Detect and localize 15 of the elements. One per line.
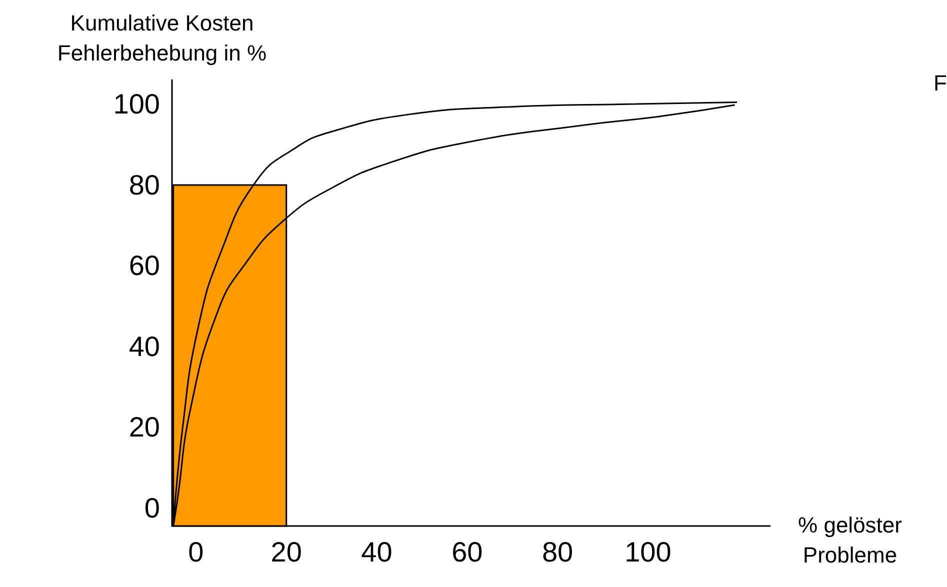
x-tick-label: 20 xyxy=(270,536,302,568)
y-tick-label: 40 xyxy=(128,330,160,362)
y-tick-label: 60 xyxy=(128,250,160,282)
x-tick-label: 40 xyxy=(361,536,392,568)
y-tick-label: 0 xyxy=(144,492,160,524)
x-tick-label: 80 xyxy=(542,536,574,568)
x-axis-title: % gelöster Probleme xyxy=(798,512,902,568)
y-tick-label: 20 xyxy=(128,412,160,443)
text: F xyxy=(934,70,947,96)
x-tick-label: 60 xyxy=(452,536,483,568)
y-tick-label: 80 xyxy=(128,169,160,200)
y-axis-title: Kumulative Kosten Fehlerbehebung in % xyxy=(57,10,267,66)
x-tick-label: 100 xyxy=(624,536,672,568)
y-tick-label: 100 xyxy=(113,88,160,120)
x-tick-label: 0 xyxy=(188,536,204,568)
